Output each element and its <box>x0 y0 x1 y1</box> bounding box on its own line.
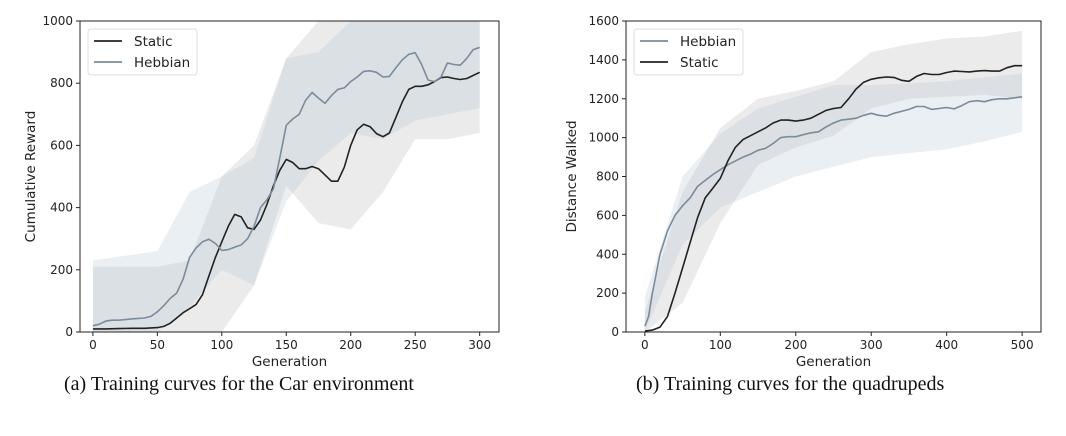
y-tick-label: 0 <box>611 325 619 339</box>
legend-label: Static <box>680 55 719 71</box>
legend: Hebbian Static <box>633 28 744 76</box>
x-tick-label: 150 <box>275 338 298 352</box>
y-tick-label: 1600 <box>588 14 619 28</box>
chart-1: 0 100 200 300 400 500 0 200 400 600 800 1000 1200 140… <box>564 14 1042 370</box>
y-tick-label: 200 <box>50 263 73 277</box>
band-hebbian <box>644 73 1023 332</box>
x-axis-label: Generation <box>252 354 327 370</box>
band-hebbian <box>92 21 480 332</box>
caption-a: (a) Training curves for the Car environm… <box>64 373 414 395</box>
y-tick-label: 1000 <box>588 131 619 145</box>
x-tick-label: 300 <box>468 338 491 352</box>
x-tick-label: 0 <box>89 338 97 352</box>
legend-label: Hebbian <box>680 34 736 50</box>
y-tick-label: 600 <box>596 208 619 222</box>
x-axis-label: Generation <box>796 354 871 370</box>
x-tick-label: 200 <box>784 338 807 352</box>
legend-label: Hebbian <box>134 55 190 71</box>
y-tick-label: 1000 <box>42 14 73 28</box>
y-tick-label: 400 <box>596 247 619 261</box>
chart-0: 0 50 100 150 200 250 300 0 200 400 600 800 1000 Gener… <box>23 14 500 370</box>
caption-b: (b) Training curves for the quadrupeds <box>636 373 945 395</box>
band-static <box>644 30 1023 332</box>
x-tick-label: 100 <box>709 338 732 352</box>
x-tick-label: 300 <box>860 338 883 352</box>
line-static <box>92 71 481 330</box>
line-static <box>644 64 1023 332</box>
x-tick-label: 500 <box>1011 338 1034 352</box>
y-tick-label: 800 <box>596 170 619 184</box>
band-static <box>92 21 480 332</box>
legend: Static Hebbian <box>87 28 198 76</box>
y-tick-label: 600 <box>50 138 73 152</box>
x-tick-label: 0 <box>641 338 649 352</box>
x-tick-label: 200 <box>339 338 362 352</box>
line-hebbian <box>92 46 480 327</box>
x-tick-label: 250 <box>404 338 427 352</box>
y-tick-label: 0 <box>65 325 73 339</box>
y-tick-label: 1200 <box>588 92 619 106</box>
plot-frame <box>79 20 500 333</box>
y-tick-label: 400 <box>50 201 73 215</box>
x-tick-label: 400 <box>935 338 958 352</box>
y-axis-label: Distance Walked <box>564 120 580 232</box>
x-tick-label: 100 <box>210 338 233 352</box>
y-tick-label: 800 <box>50 76 73 90</box>
line-hebbian <box>644 96 1023 327</box>
x-tick-label: 50 <box>150 338 165 352</box>
y-axis-label: Cumulative Reward <box>23 111 39 243</box>
legend-label: Static <box>134 34 173 50</box>
y-tick-label: 200 <box>596 286 619 300</box>
y-tick-label: 1400 <box>588 53 619 67</box>
